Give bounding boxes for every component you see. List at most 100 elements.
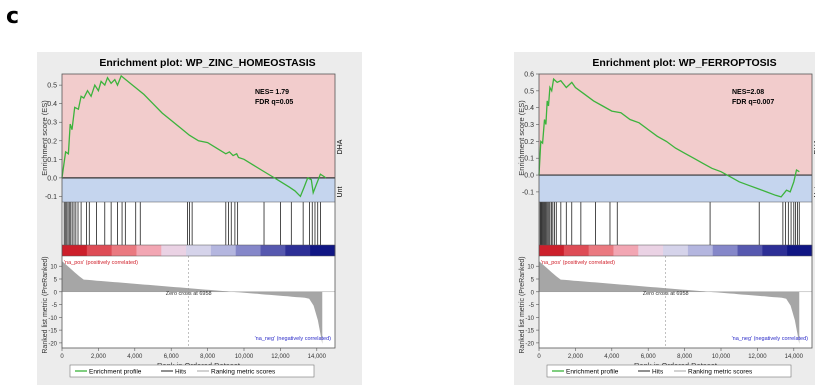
- x-tick-label: 4,000: [604, 354, 620, 360]
- metric-tick-label: 0: [54, 290, 58, 296]
- x-tick-label: 12,000: [271, 354, 290, 360]
- fdr-label: FDR q=0.05: [255, 99, 293, 106]
- enrichment-profile-line: [538, 77, 800, 198]
- metric-tick-label: -5: [52, 303, 58, 309]
- metric-tick-label: 5: [54, 278, 58, 284]
- heat-segment: [136, 245, 162, 256]
- heat-segment: [161, 245, 187, 256]
- metric-tick-label: -15: [525, 329, 534, 335]
- x-tick-label: 10,000: [235, 354, 254, 360]
- nes-label: NES= 1.79: [255, 89, 289, 96]
- heat-segment: [638, 245, 664, 256]
- hits-panel: [62, 202, 335, 245]
- nes-label: NES=2.08: [732, 89, 764, 96]
- side-label-unt: Unt: [337, 187, 344, 198]
- metric-tick-label: -20: [48, 341, 57, 347]
- legend-ranking-label: Ranking metric scores: [211, 369, 276, 376]
- plot-frame: [538, 73, 813, 349]
- negative-label: 'na_neg' (negatively correlated): [255, 336, 332, 342]
- x-tick-label: 2,000: [568, 354, 584, 360]
- heat-segment: [539, 245, 565, 256]
- x-tick-label: 6,000: [641, 354, 657, 360]
- enrichment-plot-zinc-homeostasis: Enrichment plot: WP_ZINC_HOMEOSTASIS 0.5 0…: [37, 52, 362, 385]
- heat-segment: [737, 245, 763, 256]
- heat-segment: [310, 245, 336, 256]
- es-tick-label: 0.4: [47, 101, 57, 108]
- heat-segment: [111, 245, 137, 256]
- enrichment-plot-ferroptosis: Enrichment plot: WP_FERROPTOSIS 0.6 0.5 0.4…: [514, 52, 815, 385]
- heat-segment: [563, 245, 590, 256]
- legend-box: [69, 364, 315, 378]
- positive-label: 'na_pos' (positively correlated): [64, 260, 138, 266]
- legend-hits-label: Hits: [175, 369, 187, 376]
- es-tick-label: 0.6: [524, 72, 534, 79]
- heat-segment: [235, 245, 261, 256]
- heat-segment: [687, 245, 714, 256]
- x-tick-label: 12,000: [748, 354, 767, 360]
- heat-segment: [62, 245, 88, 256]
- gsea-svg: Enrichment plot: WP_FERROPTOSIS 0.6 0.5 0.4…: [517, 57, 815, 378]
- es-tick-label: 0.5: [47, 83, 57, 90]
- es-tick-label: 0.0: [524, 173, 534, 180]
- metric-tick-label: 0: [531, 290, 535, 296]
- metric-panel: [539, 256, 812, 348]
- heat-segment: [260, 245, 286, 256]
- heat-segment: [210, 245, 237, 256]
- x-tick-label: 4,000: [127, 354, 143, 360]
- es-tick-label: 0.1: [524, 156, 534, 163]
- legend-box: [546, 364, 792, 378]
- legend-profile-label: Enrichment profile: [566, 369, 619, 376]
- heat-segment: [86, 245, 113, 256]
- metric-tick-label: -5: [529, 303, 535, 309]
- enrichment-profile-line: [61, 74, 327, 198]
- metric-tick-label: 10: [527, 265, 534, 271]
- metric-tick-label: 5: [531, 278, 535, 284]
- es-tick-label: 0.1: [47, 157, 57, 164]
- metric-axis-label: Ranked list metric (PreRanked): [519, 256, 526, 353]
- heat-segment: [663, 245, 689, 256]
- metric-tick-label: -10: [48, 316, 57, 322]
- metric-tick-label: -15: [48, 329, 57, 335]
- heat-segment: [712, 245, 738, 256]
- chart-title: Enrichment plot: WP_FERROPTOSIS: [592, 57, 776, 69]
- heat-segment: [285, 245, 311, 256]
- legend-hits-label: Hits: [652, 369, 664, 376]
- gsea-svg: Enrichment plot: WP_ZINC_HOMEOSTASIS 0.5 0…: [40, 57, 344, 378]
- x-tick-label: 8,000: [677, 354, 693, 360]
- metric-tick-label: -20: [525, 341, 534, 347]
- zero-cross-label: Zero cross at 6958: [166, 291, 212, 297]
- legend-ranking-label: Ranking metric scores: [688, 369, 753, 376]
- fdr-label: FDR q=0.007: [732, 99, 774, 106]
- es-axis-label: Enrichment score (ES): [517, 100, 526, 176]
- x-tick-label: 2,000: [91, 354, 107, 360]
- positive-label: 'na_pos' (positively correlated): [541, 260, 615, 266]
- es-tick-label: -0.1: [45, 194, 57, 201]
- zero-cross-label: Zero cross at 6958: [643, 291, 689, 297]
- metric-tick-label: -10: [525, 316, 534, 322]
- es-tick-label: 0.2: [47, 138, 57, 145]
- x-tick-label: 0: [60, 354, 64, 360]
- es-axis-label: Enrichment score (ES): [40, 100, 49, 176]
- x-tick-label: 0: [537, 354, 541, 360]
- metric-axis-label: Ranked list metric (PreRanked): [42, 256, 49, 353]
- hits-panel: [539, 202, 812, 245]
- x-tick-label: 14,000: [308, 354, 327, 360]
- x-tick-label: 8,000: [200, 354, 216, 360]
- es-tick-label: 0.2: [524, 139, 534, 146]
- positive-region: [539, 74, 812, 176]
- es-tick-label: -0.1: [522, 189, 534, 196]
- es-tick-label: 0.3: [524, 122, 534, 129]
- es-tick-label: 0.3: [47, 120, 57, 127]
- heat-segment: [787, 245, 813, 256]
- side-label-dha: DHA: [337, 139, 344, 154]
- es-tick-label: 0.0: [47, 175, 57, 182]
- plot-frame: [61, 73, 336, 349]
- es-tick-label: 0.4: [524, 105, 534, 112]
- panel-label: c: [6, 4, 20, 29]
- heat-segment: [762, 245, 788, 256]
- chart-title: Enrichment plot: WP_ZINC_HOMEOSTASIS: [99, 57, 315, 69]
- x-tick-label: 6,000: [164, 354, 180, 360]
- heat-segment: [588, 245, 614, 256]
- metric-panel: [62, 256, 335, 348]
- positive-region: [62, 74, 335, 178]
